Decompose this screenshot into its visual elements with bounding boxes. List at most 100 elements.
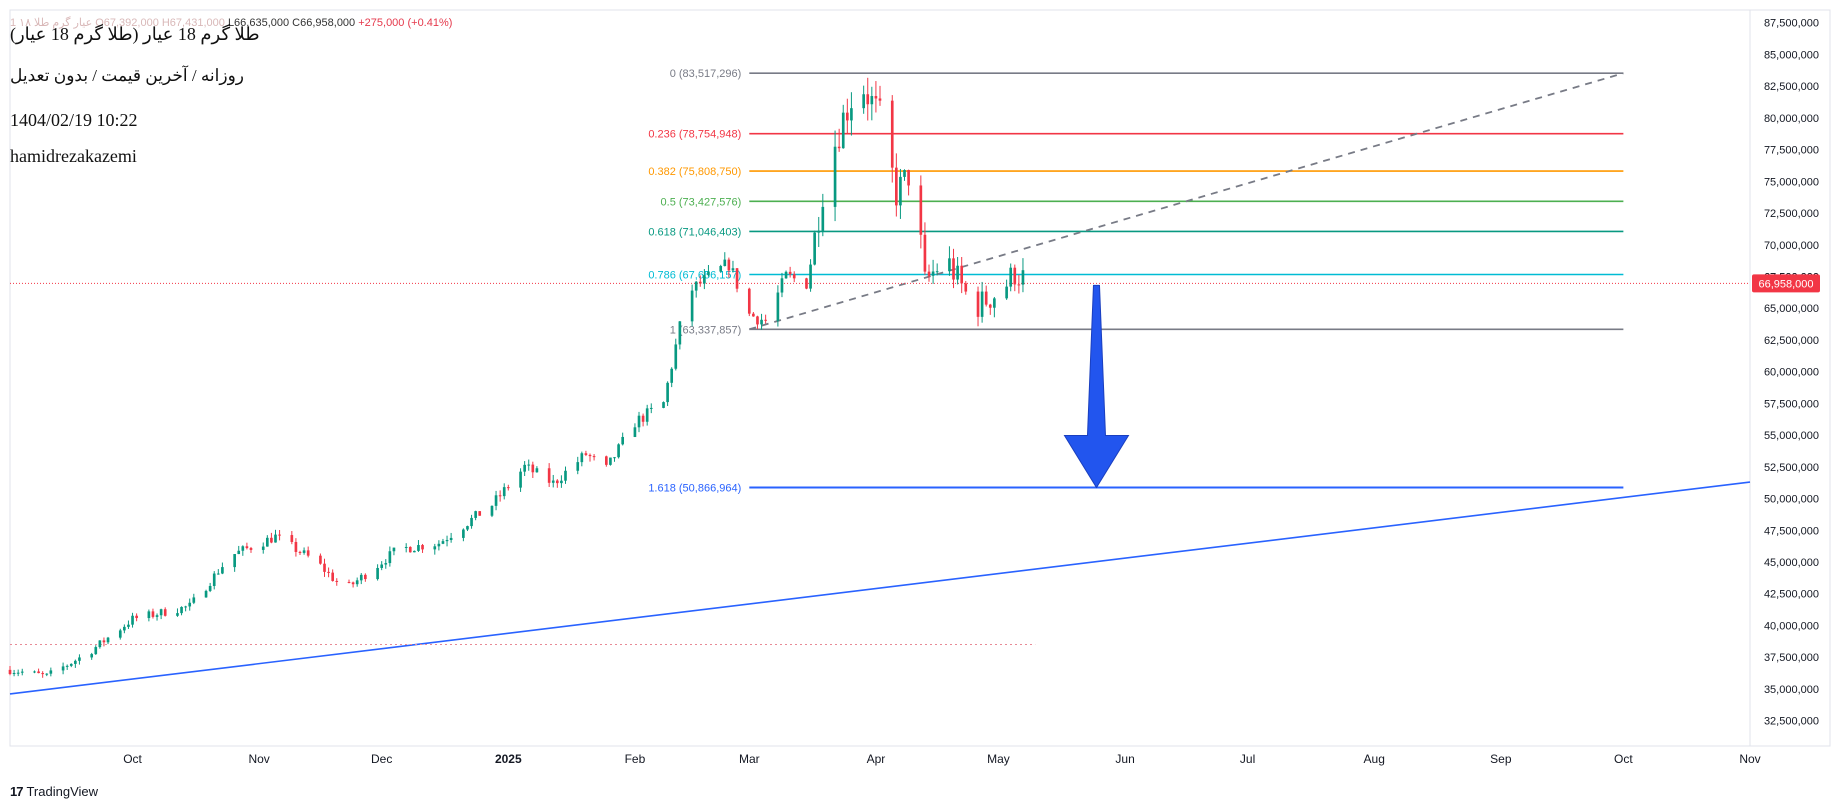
candle-body [850, 108, 853, 121]
candle-body [833, 146, 837, 207]
candle-body [241, 546, 245, 551]
candle-body [449, 537, 453, 541]
candle-body [527, 464, 531, 466]
chart-axes: 87,500,000 85,000,000 82,500,000 80,000,000… [123, 18, 1819, 766]
candle-body [355, 580, 359, 585]
candle-body [621, 436, 625, 445]
candle-body [176, 613, 179, 616]
y-tick-label: 42,500,000 [1764, 589, 1819, 601]
candle-body [331, 572, 335, 581]
candle-body [723, 259, 727, 267]
candle-body [633, 427, 637, 437]
candle-body [37, 671, 40, 674]
support-trendline [9, 481, 1751, 695]
candle-body [445, 540, 449, 542]
candle-body [948, 258, 951, 272]
candle-body [376, 567, 379, 580]
candle-body [270, 537, 273, 543]
candle-body [776, 292, 780, 321]
tradingview-branding[interactable]: 17 TradingView [10, 784, 98, 799]
candle-body [155, 615, 159, 617]
candle-body [123, 626, 126, 631]
candle-body [347, 581, 351, 583]
fib-level-label: 0.618 (71,046,403) [648, 226, 741, 238]
fib-level-label: 1.618 (50,866,964) [648, 483, 741, 495]
candle-body [494, 495, 498, 506]
candle-body [564, 470, 567, 481]
candle-body [180, 606, 183, 614]
candle-body [233, 554, 236, 568]
candle-body [523, 464, 526, 472]
candle-body [131, 615, 134, 625]
x-tick-label: Jul [1240, 752, 1255, 766]
candle-body [752, 313, 755, 317]
candle-body [878, 98, 882, 101]
fib-level-label: 0.382 (75,808,750) [648, 166, 741, 178]
y-tick-label: 47,500,000 [1764, 525, 1819, 537]
candle-body [662, 402, 665, 408]
candle-body [192, 597, 196, 603]
candle-body [49, 670, 53, 674]
candle-body [580, 453, 584, 463]
candle-body [907, 170, 910, 186]
candle-body [588, 454, 592, 457]
candle-body [649, 407, 653, 409]
candle-body [490, 505, 494, 516]
candle-body [408, 546, 412, 553]
candle-body [764, 319, 767, 321]
y-tick-label: 50,000,000 [1764, 494, 1819, 506]
candle-body [547, 468, 551, 483]
ohlc-close: C66,958,000 [292, 17, 356, 29]
candle-body [298, 551, 302, 553]
candle-body [506, 487, 510, 489]
candle-body [380, 564, 384, 568]
x-tick-label: Nov [1739, 752, 1760, 766]
candle-body [208, 585, 212, 591]
y-tick-label: 55,000,000 [1764, 430, 1819, 442]
candle-body [327, 571, 330, 573]
candle-body [98, 640, 102, 648]
candle-body [74, 660, 77, 664]
candle-body [1013, 267, 1017, 285]
candle-body [265, 537, 269, 547]
y-tick-label: 65,000,000 [1764, 303, 1819, 315]
candle-body [784, 271, 788, 279]
candle-body [478, 511, 482, 516]
last-price-tag [1752, 274, 1820, 293]
fib-level-label: 0.5 (73,427,576) [661, 196, 742, 208]
candle-body [351, 582, 355, 585]
candle-body [788, 271, 792, 275]
x-tick-label: 2025 [495, 752, 522, 766]
candle-body [903, 170, 906, 177]
candle-body [204, 590, 208, 598]
candle-body [216, 573, 220, 575]
candle-body [364, 574, 367, 580]
candle-body [1005, 286, 1008, 299]
candle-body [641, 415, 645, 422]
candle-body [188, 602, 192, 607]
candle-body [441, 541, 445, 544]
y-tick-label: 57,500,000 [1764, 398, 1819, 410]
candle-body [462, 529, 465, 538]
candle-body [33, 671, 36, 673]
y-tick-label: 87,500,000 [1764, 18, 1819, 30]
fib-level-label: 0.236 (78,754,948) [648, 129, 741, 141]
candle-body [502, 487, 506, 497]
candle-body [952, 258, 955, 280]
candle-body [670, 368, 674, 383]
candle-body [78, 657, 81, 661]
y-tick-label: 45,000,000 [1764, 557, 1819, 569]
candle-body [845, 112, 849, 121]
candle-body [964, 283, 968, 292]
candle-body [976, 291, 980, 317]
candle-body [760, 319, 763, 325]
candle-body [984, 291, 988, 305]
candle-body [127, 624, 130, 627]
candle-body [923, 234, 927, 272]
candle-body [605, 456, 608, 465]
candle-body [645, 408, 649, 422]
candle-body [960, 265, 964, 284]
x-tick-label: Dec [371, 752, 392, 766]
x-tick-label: Oct [1614, 752, 1633, 766]
